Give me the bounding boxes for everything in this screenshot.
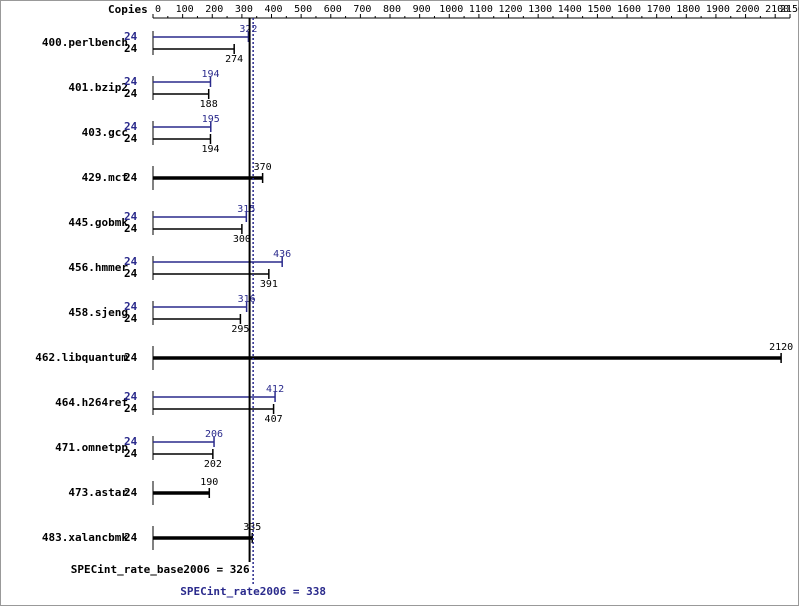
value-label: 188 (200, 99, 218, 110)
x-tick-label: 1900 (706, 4, 730, 15)
value-label: 274 (225, 54, 243, 65)
x-tick-label: 1200 (498, 4, 522, 15)
copies-label: 24 (124, 87, 138, 100)
x-tick-label: 1300 (528, 4, 552, 15)
category-label: 403.gcc (82, 126, 128, 139)
value-label: 436 (273, 249, 291, 260)
category-label: 464.h264ref (55, 396, 128, 409)
copies-label: 24 (124, 351, 138, 364)
value-label: 316 (238, 294, 256, 305)
value-label: 2120 (769, 342, 793, 353)
x-tick-label: 1100 (469, 4, 493, 15)
category-label: 473.astar (68, 486, 128, 499)
x-tick-label: 400 (264, 4, 282, 15)
copies-label: 24 (124, 300, 138, 313)
category-label: 471.omnetpp (55, 441, 128, 454)
x-tick-label: 700 (353, 4, 371, 15)
x-tick-label: 900 (413, 4, 431, 15)
value-label: 194 (201, 69, 219, 80)
reference-label: SPECint_rate_base2006 = 326 (71, 563, 250, 576)
value-label: 315 (237, 204, 255, 215)
value-label: 206 (205, 429, 223, 440)
copies-label: 24 (124, 30, 138, 43)
category-label: 458.sjeng (68, 306, 128, 319)
category-label: 456.hmmer (68, 261, 128, 274)
copies-label: 24 (124, 447, 138, 460)
x-tick-label: 1000 (439, 4, 463, 15)
category-label: 429.mcf (82, 171, 128, 184)
x-tick-label: 100 (176, 4, 194, 15)
x-tick-label: 2150 (780, 4, 799, 15)
x-tick-label: 800 (383, 4, 401, 15)
value-label: 195 (202, 114, 220, 125)
value-label: 300 (233, 234, 251, 245)
value-label: 370 (254, 162, 272, 173)
x-tick-label: 600 (324, 4, 342, 15)
reference-label: SPECint_rate2006 = 338 (180, 585, 326, 598)
category-label: 483.xalancbmk (42, 531, 128, 544)
value-label: 412 (266, 384, 284, 395)
category-label: 401.bzip2 (68, 81, 128, 94)
copies-label: 24 (124, 267, 138, 280)
category-label: 445.gobmk (68, 216, 128, 229)
x-tick-label: 1800 (676, 4, 700, 15)
value-label: 322 (239, 24, 257, 35)
value-label: 190 (200, 477, 218, 488)
copies-label: 24 (124, 402, 138, 415)
category-label: 400.perlbench (42, 36, 128, 49)
x-tick-label: 0 (155, 4, 161, 15)
category-label: 462.libquantum (35, 351, 128, 364)
copies-label: 24 (124, 435, 138, 448)
x-tick-label: 2000 (736, 4, 760, 15)
value-label: 335 (243, 522, 261, 533)
copies-label: 24 (124, 120, 138, 133)
copies-label: 24 (124, 42, 138, 55)
x-tick-label: 200 (205, 4, 223, 15)
copies-label: 24 (124, 132, 138, 145)
copies-label: 24 (124, 531, 138, 544)
x-tick-label: 1500 (587, 4, 611, 15)
copies-label: 24 (124, 171, 138, 184)
copies-label: 24 (124, 486, 138, 499)
x-tick-label: 1600 (617, 4, 641, 15)
copies-label: 24 (124, 390, 138, 403)
value-label: 194 (201, 144, 219, 155)
copies-label: 24 (124, 222, 138, 235)
copies-label: 24 (124, 210, 138, 223)
x-tick-label: 1700 (647, 4, 671, 15)
value-label: 407 (265, 414, 283, 425)
value-label: 391 (260, 279, 278, 290)
x-tick-label: 1400 (558, 4, 582, 15)
copies-label: 24 (124, 312, 138, 325)
value-label: 295 (231, 324, 249, 335)
copies-label: 24 (124, 255, 138, 268)
copies-header: Copies (108, 3, 148, 16)
value-label: 202 (204, 459, 222, 470)
copies-label: 24 (124, 75, 138, 88)
x-tick-label: 500 (294, 4, 312, 15)
x-tick-label: 2100 (765, 4, 789, 15)
x-tick-label: 300 (235, 4, 253, 15)
